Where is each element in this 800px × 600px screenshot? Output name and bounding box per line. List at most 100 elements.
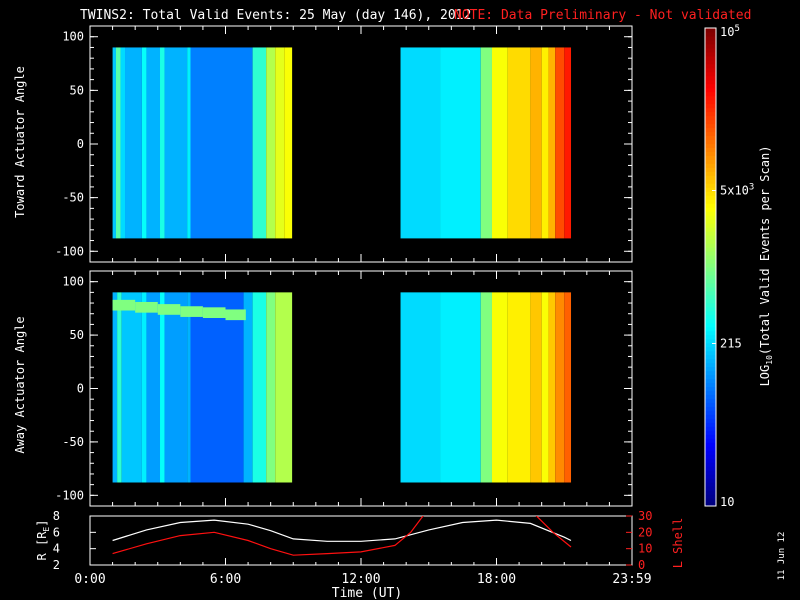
left-tick-label: 4 xyxy=(53,542,60,556)
y-tick-label: 50 xyxy=(70,83,84,97)
colorbar-cell xyxy=(705,111,716,117)
heatmap-cell xyxy=(120,47,126,239)
colorbar-cell xyxy=(705,382,716,387)
colorbar-tick-label: 105 xyxy=(720,24,740,39)
colorbar-cell xyxy=(705,127,716,133)
heatmap-cell xyxy=(164,292,188,483)
heatmap-cell xyxy=(564,292,572,483)
heatmap-cell xyxy=(160,292,165,483)
colorbar-cell xyxy=(705,251,716,256)
colorbar-cell xyxy=(705,398,716,403)
colorbar-cell xyxy=(705,103,716,109)
colorbar-cell xyxy=(705,470,716,475)
y-tick-label: 100 xyxy=(62,30,84,44)
heatmap-cell xyxy=(190,47,253,239)
heatmap-cell xyxy=(141,292,147,483)
colorbar-cell xyxy=(705,318,716,324)
colorbar-cell xyxy=(705,378,716,384)
colorbar-cell xyxy=(705,270,716,276)
time-axis-label: Time (UT) xyxy=(332,586,402,600)
right-tick-label: 30 xyxy=(638,509,652,523)
colorbar-cell xyxy=(705,454,716,459)
colorbar-cell xyxy=(705,486,716,491)
y-tick-label: 100 xyxy=(62,275,84,289)
heatmap-cell xyxy=(480,47,492,239)
colorbar-cell xyxy=(705,119,716,125)
toward-axis-label: Toward Actuator Angle xyxy=(13,66,27,218)
heatmap-cell xyxy=(121,292,142,483)
x-tick-label: 18:00 xyxy=(477,572,516,587)
colorbar-cell xyxy=(705,91,716,97)
colorbar-cell xyxy=(705,39,716,45)
heatmap-cell xyxy=(530,292,542,483)
colorbar-cell xyxy=(705,478,716,483)
heatmap-cell xyxy=(115,47,121,239)
colorbar-cell xyxy=(705,35,716,41)
y-tick-label: 0 xyxy=(77,137,84,151)
colorbar-cell xyxy=(705,175,716,180)
heatmap-band xyxy=(135,301,158,313)
colorbar-cell xyxy=(705,239,716,244)
x-tick-label: 12:00 xyxy=(341,572,380,587)
colorbar-cell xyxy=(705,422,716,427)
colorbar-cell xyxy=(705,362,716,368)
heatmap-cell xyxy=(266,47,276,239)
colorbar-cell xyxy=(705,51,716,57)
plot-title: TWINS2: Total Valid Events: 25 May (day … xyxy=(80,8,471,23)
away-axis-label: Away Actuator Angle xyxy=(13,316,27,453)
heatmap-cell xyxy=(548,47,556,239)
colorbar-cell xyxy=(705,286,716,292)
colorbar: 105 5x103 215 10 xyxy=(704,24,754,509)
colorbar-label: LOG10(Total Valid Events per Scan) xyxy=(758,146,774,387)
heatmap-band xyxy=(202,307,226,318)
colorbar-cell xyxy=(705,71,716,77)
heatmap-cell xyxy=(160,47,165,239)
y-tick-label: -50 xyxy=(62,435,84,449)
colorbar-cell xyxy=(705,326,716,332)
heatmap-cell xyxy=(480,292,492,483)
colorbar-cell xyxy=(705,350,716,356)
colorbar-cell xyxy=(705,274,716,280)
colorbar-cell xyxy=(705,99,716,105)
colorbar-tick-label: 5x103 xyxy=(720,183,754,198)
colorbar-cell xyxy=(705,147,716,152)
colorbar-cell xyxy=(705,115,716,121)
colorbar-cell xyxy=(705,163,716,168)
heatmap-cell xyxy=(400,292,441,483)
colorbar-tick-label: 215 xyxy=(720,336,742,350)
colorbar-cell xyxy=(705,278,716,284)
colorbar-cell xyxy=(705,338,716,344)
colorbar-cell xyxy=(705,263,716,268)
colorbar-cell xyxy=(705,187,716,192)
colorbar-cell xyxy=(705,374,716,380)
orbit-panel: 2 4 6 8 0 10 20 30 0:00 6:00 12:00 18:00 23:59 xyxy=(53,509,653,587)
y-tick-label: 50 xyxy=(70,328,84,342)
colorbar-cell xyxy=(705,131,716,137)
colorbar-cell xyxy=(705,207,716,212)
colorbar-cell xyxy=(705,135,716,141)
right-tick-label: 20 xyxy=(638,525,652,539)
colorbar-cell xyxy=(705,386,716,391)
colorbar-cell xyxy=(705,426,716,431)
y-tick-label: -100 xyxy=(55,488,84,502)
colorbar-cell xyxy=(705,430,716,435)
colorbar-cell xyxy=(705,63,716,69)
colorbar-cell xyxy=(705,167,716,172)
heatmap-band xyxy=(157,304,181,315)
toward-angle-panel: 100 50 0 -50 -100 xyxy=(55,25,633,263)
colorbar-cell xyxy=(705,83,716,89)
x-tick-label: 0:00 xyxy=(74,572,105,587)
colorbar-cell xyxy=(705,199,716,204)
heatmap-cell xyxy=(491,47,508,239)
heatmap-cell xyxy=(112,47,116,239)
y-tick-label: -50 xyxy=(62,191,84,205)
colorbar-cell xyxy=(705,366,716,372)
colorbar-cell xyxy=(705,243,716,248)
heatmap-cell xyxy=(275,292,293,483)
x-tick-label: 23:59 xyxy=(612,572,651,587)
date-stamp: 11 Jun 12 xyxy=(777,532,787,581)
colorbar-cell xyxy=(705,346,716,352)
heatmap-band xyxy=(225,309,246,321)
heatmap-cell xyxy=(491,292,508,483)
colorbar-cell xyxy=(705,215,716,220)
